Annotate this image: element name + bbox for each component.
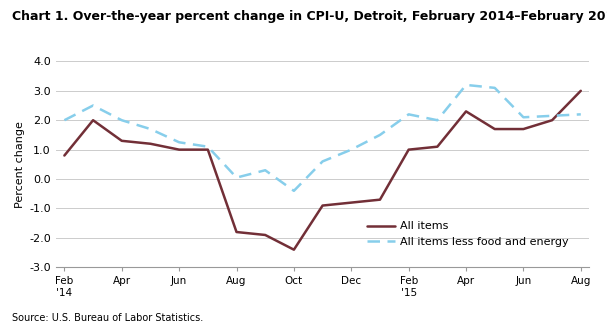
- All items less food and energy: [262, 168, 269, 172]
- All items: [520, 127, 527, 131]
- All items: [577, 89, 585, 93]
- Line: All items less food and energy: All items less food and energy: [64, 85, 581, 191]
- Y-axis label: Percent change: Percent change: [15, 121, 25, 208]
- All items: [463, 110, 470, 113]
- All items less food and energy: [147, 127, 154, 131]
- All items: [348, 200, 355, 204]
- All items: [89, 118, 97, 122]
- All items: [233, 230, 240, 234]
- All items: [262, 233, 269, 237]
- All items less food and energy: [577, 112, 585, 116]
- All items less food and energy: [118, 118, 126, 122]
- All items less food and energy: [520, 115, 527, 119]
- All items less food and energy: [376, 133, 384, 137]
- All items: [175, 148, 183, 152]
- Text: Source: U.S. Bureau of Labor Statistics.: Source: U.S. Bureau of Labor Statistics.: [12, 313, 203, 323]
- All items less food and energy: [233, 176, 240, 180]
- All items: [61, 154, 68, 157]
- All items less food and energy: [549, 114, 556, 118]
- All items: [319, 204, 326, 208]
- All items less food and energy: [61, 118, 68, 122]
- All items less food and energy: [491, 86, 498, 90]
- All items: [405, 148, 412, 152]
- All items less food and energy: [463, 83, 470, 87]
- All items: [290, 248, 297, 252]
- All items less food and energy: [290, 189, 297, 193]
- All items less food and energy: [348, 148, 355, 152]
- Text: Chart 1. Over-the-year percent change in CPI-U, Detroit, February 2014–February : Chart 1. Over-the-year percent change in…: [12, 10, 607, 23]
- Legend: All items, All items less food and energy: All items, All items less food and energ…: [362, 217, 573, 251]
- All items: [204, 148, 211, 152]
- Line: All items: All items: [64, 91, 581, 250]
- All items: [376, 198, 384, 201]
- All items: [549, 118, 556, 122]
- All items: [434, 145, 441, 149]
- All items less food and energy: [89, 104, 97, 108]
- All items less food and energy: [175, 140, 183, 144]
- All items less food and energy: [204, 145, 211, 149]
- All items: [491, 127, 498, 131]
- All items: [147, 142, 154, 146]
- All items: [118, 139, 126, 143]
- All items less food and energy: [405, 112, 412, 116]
- All items less food and energy: [434, 118, 441, 122]
- All items less food and energy: [319, 159, 326, 163]
